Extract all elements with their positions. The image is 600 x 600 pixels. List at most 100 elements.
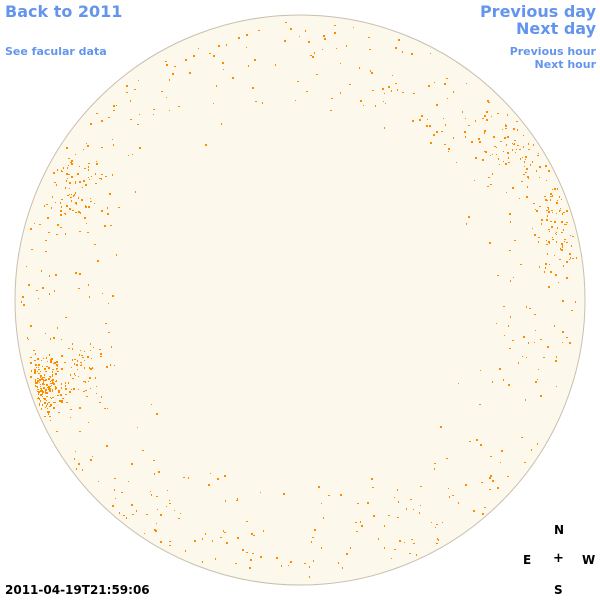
facula-dot <box>507 476 509 477</box>
facula-dot <box>37 389 39 390</box>
next-hour-link[interactable]: Next hour <box>534 58 597 71</box>
facula-dot <box>50 376 51 378</box>
facula-dot <box>128 481 129 482</box>
facula-dot <box>139 114 140 115</box>
facula-dot <box>100 356 102 357</box>
facula-dot <box>318 486 320 488</box>
facula-dot <box>166 64 168 66</box>
facula-dot <box>469 441 471 442</box>
facula-dot <box>75 451 76 452</box>
facula-dot <box>550 271 552 273</box>
facula-dot <box>96 113 98 114</box>
facula-dot <box>557 188 558 190</box>
facula-dot <box>395 83 397 84</box>
facula-dot <box>533 144 534 146</box>
facula-dot <box>38 364 40 366</box>
facula-dot <box>321 547 322 549</box>
facula-dot <box>538 237 540 238</box>
facula-dot <box>486 119 488 121</box>
previous-hour-link[interactable]: Previous hour <box>509 45 596 58</box>
facula-dot <box>534 342 535 343</box>
facula-dot <box>169 545 171 546</box>
facula-dot <box>44 368 46 370</box>
see-facular-data-link[interactable]: See facular data <box>5 45 107 58</box>
facula-dot <box>523 135 524 136</box>
facula-dot <box>252 87 254 89</box>
facula-dot <box>571 245 572 247</box>
facula-dot <box>41 270 42 272</box>
facula-dot <box>436 104 438 106</box>
facula-dot <box>223 69 224 70</box>
facula-dot <box>106 445 108 447</box>
facula-dot <box>539 206 541 207</box>
facula-dot <box>453 91 454 93</box>
facula-dot <box>75 183 76 184</box>
facula-dot <box>367 502 369 504</box>
facula-dot <box>260 492 261 493</box>
facula-dot <box>128 155 129 156</box>
facula-dot <box>33 350 35 351</box>
facula-dot <box>71 163 73 165</box>
facula-dot <box>43 380 45 381</box>
facula-dot <box>41 408 42 410</box>
facula-dot <box>522 356 523 357</box>
facula-dot <box>151 404 152 405</box>
facula-dot <box>37 380 39 382</box>
facula-dot <box>74 363 75 365</box>
facula-dot <box>193 55 195 57</box>
facula-dot <box>30 325 32 327</box>
facula-dot <box>58 412 60 413</box>
facula-dot <box>492 154 493 155</box>
facula-dot <box>52 371 53 373</box>
facula-dot <box>88 169 89 171</box>
facula-dot <box>564 241 565 242</box>
facula-dot <box>51 380 52 381</box>
facula-dot <box>506 192 507 193</box>
facula-dot <box>546 200 548 201</box>
facula-dot <box>47 387 49 388</box>
facula-dot <box>500 141 502 142</box>
facula-dot <box>524 166 525 167</box>
facula-dot <box>66 402 68 403</box>
facula-dot <box>112 295 114 297</box>
facula-dot <box>323 35 325 37</box>
facula-dot <box>444 144 446 145</box>
compass-east-label: E <box>523 553 532 567</box>
facula-dot <box>480 444 482 446</box>
facula-dot <box>52 389 53 391</box>
facula-dot <box>222 62 224 64</box>
previous-day-link[interactable]: Previous day <box>479 2 596 21</box>
facula-dot <box>215 558 216 560</box>
facula-dot <box>63 167 64 169</box>
facula-dot <box>330 110 332 111</box>
facula-dot <box>492 381 493 383</box>
facula-dot <box>360 521 361 523</box>
facula-dot <box>75 272 77 274</box>
facula-dot <box>93 347 94 348</box>
facula-dot <box>185 550 186 552</box>
facula-dot <box>101 178 102 180</box>
facula-dot <box>561 249 563 251</box>
back-to-year-link[interactable]: Back to 2011 <box>5 2 123 21</box>
facula-dot <box>482 118 484 119</box>
facula-dot <box>564 239 566 240</box>
facula-dot <box>375 105 376 107</box>
facula-dot <box>47 411 49 413</box>
facula-dot <box>532 161 533 163</box>
facula-dot <box>202 561 203 563</box>
facula-dot <box>562 300 564 302</box>
facula-dot <box>45 251 47 252</box>
facula-dot <box>87 356 89 358</box>
facula-dot <box>96 163 98 165</box>
facula-dot <box>564 224 566 225</box>
facula-dot <box>525 159 526 160</box>
facula-dot <box>305 30 306 32</box>
facula-dot <box>42 366 43 367</box>
facula-dot <box>90 388 91 389</box>
facula-dot <box>404 542 405 543</box>
next-day-link[interactable]: Next day <box>516 19 596 38</box>
facula-dot <box>552 212 553 213</box>
facula-dot <box>513 144 515 145</box>
facula-dot <box>452 495 454 496</box>
facula-dot <box>52 374 53 375</box>
